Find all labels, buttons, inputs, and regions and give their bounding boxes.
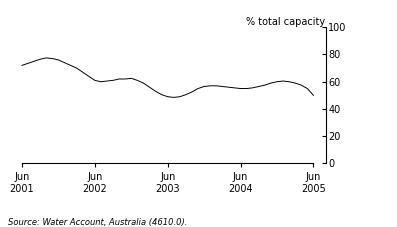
Text: % total capacity: % total capacity — [247, 17, 326, 27]
Text: Source: Water Account, Australia (4610.0).: Source: Water Account, Australia (4610.0… — [8, 218, 187, 227]
